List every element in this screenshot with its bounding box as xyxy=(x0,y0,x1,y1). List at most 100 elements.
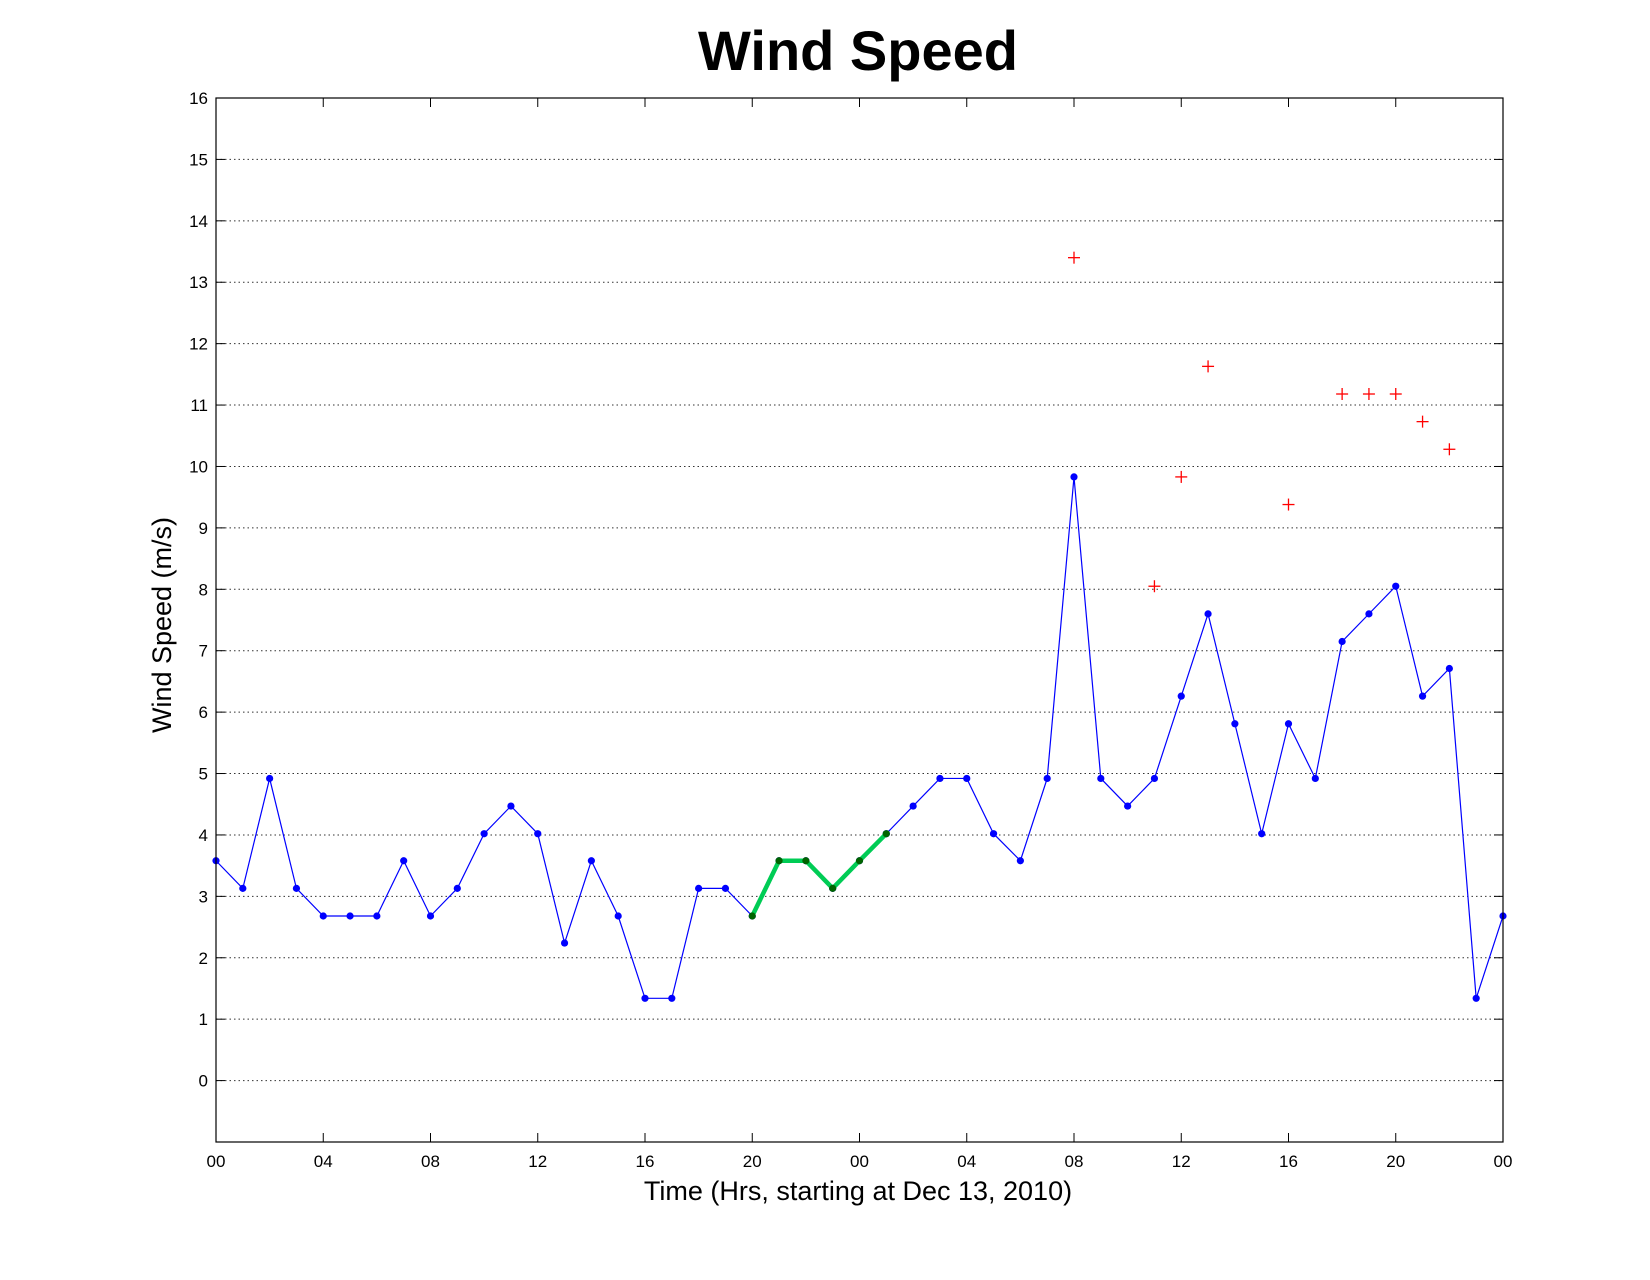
grid-lines xyxy=(216,158,1503,1082)
y-tick-label: 2 xyxy=(199,949,208,968)
y-tick-label: 0 xyxy=(199,1072,208,1091)
highlight-point xyxy=(829,884,837,892)
data-point xyxy=(373,912,381,920)
y-tick-label: 11 xyxy=(190,396,208,415)
y-axis-label: Wind Speed (m/s) xyxy=(147,517,177,733)
data-point xyxy=(1472,994,1480,1002)
plus-marker xyxy=(1282,498,1295,511)
data-point xyxy=(400,857,408,865)
data-point xyxy=(346,912,354,920)
plus-marker xyxy=(1416,415,1429,428)
x-tick-label: 08 xyxy=(421,1152,440,1171)
y-tick-label: 3 xyxy=(199,887,208,906)
x-tick-label: 04 xyxy=(314,1152,333,1171)
data-point xyxy=(534,830,542,838)
data-point xyxy=(480,830,488,838)
plot-frame xyxy=(215,97,1504,1143)
plus-marker xyxy=(1148,580,1161,593)
data-point xyxy=(1392,582,1400,590)
data-point xyxy=(1311,774,1319,783)
data-point xyxy=(989,830,998,838)
data-point xyxy=(1124,802,1132,810)
data-point xyxy=(1418,692,1427,700)
series-green-highlight xyxy=(748,830,890,920)
highlight-point xyxy=(855,857,864,865)
x-axis-label: Time (Hrs, starting at Dec 13, 2010) xyxy=(644,1176,1072,1206)
chart-title: Wind Speed xyxy=(698,19,1018,82)
plus-marker xyxy=(1362,388,1375,401)
highlight-point xyxy=(882,830,890,838)
data-point xyxy=(1338,637,1346,646)
highlight-line xyxy=(750,832,888,917)
data-point xyxy=(426,912,435,920)
y-tick-label: 14 xyxy=(189,212,208,231)
y-tick-label: 16 xyxy=(189,89,208,108)
plus-marker xyxy=(1202,360,1215,373)
y-tick-label: 13 xyxy=(189,273,208,292)
data-point xyxy=(1258,830,1266,838)
data-point xyxy=(266,774,274,783)
data-point xyxy=(909,802,917,810)
data-point xyxy=(963,774,971,783)
data-point xyxy=(587,857,595,865)
data-point xyxy=(721,884,730,892)
y-tick-label: 1 xyxy=(199,1010,208,1029)
x-tick-label: 12 xyxy=(1172,1152,1191,1171)
y-tick-label: 10 xyxy=(189,457,208,476)
series-red-plus xyxy=(1068,251,1456,593)
y-tick-label: 8 xyxy=(199,580,208,599)
highlight-point xyxy=(802,857,810,865)
x-tick-label: 12 xyxy=(528,1152,547,1171)
data-point xyxy=(1284,720,1293,728)
data-point xyxy=(1177,692,1185,700)
y-tick-label: 15 xyxy=(189,150,208,169)
plus-marker xyxy=(1068,251,1080,264)
data-point xyxy=(1445,664,1453,673)
x-tick-label: 20 xyxy=(743,1152,762,1171)
x-tick-label: 04 xyxy=(957,1152,976,1171)
data-point xyxy=(560,939,569,947)
data-point xyxy=(507,802,515,810)
data-point xyxy=(614,912,622,920)
data-point xyxy=(239,884,247,892)
data-point xyxy=(1043,774,1051,783)
plus-marker xyxy=(1443,443,1456,456)
highlight-point xyxy=(748,912,756,920)
data-point xyxy=(319,912,327,920)
x-tick-label: 16 xyxy=(1279,1152,1298,1171)
y-tick-label: 4 xyxy=(199,826,208,845)
x-tick-label: 08 xyxy=(1065,1152,1084,1171)
data-point xyxy=(1150,774,1159,783)
data-point xyxy=(695,884,703,892)
data-point xyxy=(1231,720,1239,728)
data-point xyxy=(1365,610,1373,618)
y-tick-label: 5 xyxy=(199,765,208,784)
data-point xyxy=(936,774,944,783)
y-tick-label: 9 xyxy=(199,519,208,538)
data-point xyxy=(1070,473,1078,481)
x-tick-label: 00 xyxy=(207,1152,226,1171)
x-tick-label: 00 xyxy=(1494,1152,1513,1171)
plus-marker xyxy=(1336,388,1349,401)
data-point xyxy=(641,994,649,1002)
data-point xyxy=(1204,610,1212,618)
data-point xyxy=(668,994,676,1002)
highlight-point xyxy=(775,857,783,865)
data-point xyxy=(1097,774,1105,783)
data-series xyxy=(212,251,1507,1002)
x-tick-label: 20 xyxy=(1386,1152,1405,1171)
plus-marker xyxy=(1175,470,1188,483)
y-tick-label: 7 xyxy=(199,642,208,661)
data-point xyxy=(453,884,461,892)
data-point xyxy=(1016,857,1024,865)
x-tick-label: 00 xyxy=(850,1152,869,1171)
y-tick-label: 6 xyxy=(199,703,208,722)
plus-marker xyxy=(1389,388,1402,401)
y-tick-label: 12 xyxy=(189,335,208,354)
data-point xyxy=(292,884,301,892)
x-tick-label: 16 xyxy=(636,1152,655,1171)
